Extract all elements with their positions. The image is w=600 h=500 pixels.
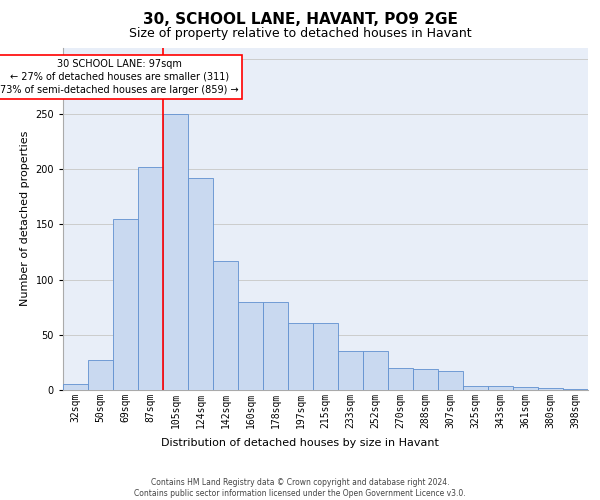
Bar [488, 386, 513, 390]
Bar [438, 371, 463, 390]
Bar [138, 167, 163, 390]
Bar [238, 302, 263, 390]
Bar [188, 178, 213, 390]
Text: Contains HM Land Registry data © Crown copyright and database right 2024.
Contai: Contains HM Land Registry data © Crown c… [134, 478, 466, 498]
Y-axis label: Number of detached properties: Number of detached properties [20, 131, 30, 306]
Text: Distribution of detached houses by size in Havant: Distribution of detached houses by size … [161, 438, 439, 448]
Bar [113, 219, 138, 390]
Bar [513, 386, 538, 390]
Bar [213, 260, 238, 390]
Bar [88, 360, 113, 390]
Bar [288, 322, 313, 390]
Bar [413, 369, 438, 390]
Text: 30 SCHOOL LANE: 97sqm
← 27% of detached houses are smaller (311)
73% of semi-det: 30 SCHOOL LANE: 97sqm ← 27% of detached … [0, 58, 239, 95]
Bar [388, 368, 413, 390]
Bar [263, 302, 288, 390]
Text: 30, SCHOOL LANE, HAVANT, PO9 2GE: 30, SCHOOL LANE, HAVANT, PO9 2GE [143, 12, 457, 28]
Bar [463, 386, 488, 390]
Bar [163, 114, 188, 390]
Bar [338, 352, 363, 390]
Bar [363, 352, 388, 390]
Bar [538, 388, 563, 390]
Bar [313, 322, 338, 390]
Bar [63, 384, 88, 390]
Bar [563, 389, 588, 390]
Text: Size of property relative to detached houses in Havant: Size of property relative to detached ho… [128, 28, 472, 40]
